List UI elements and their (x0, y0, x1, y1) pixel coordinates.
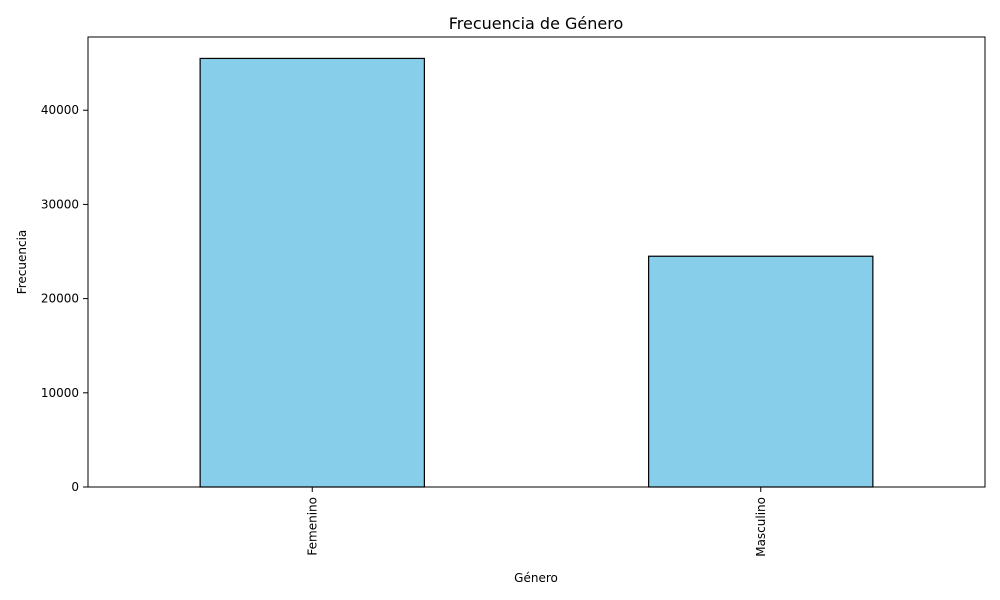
bar-masculino (648, 255, 874, 488)
x-ticks-layer: Femenino Masculino (305, 487, 768, 557)
y-tick-label: 10000 (41, 386, 79, 400)
y-tick-label: 20000 (41, 292, 79, 306)
plot-frame (87, 36, 986, 488)
y-axis-label: Frecuencia (15, 230, 29, 295)
y-ticks-layer: 0 10000 20000 30000 40000 (41, 103, 88, 494)
chart-title: Frecuencia de Género (449, 14, 624, 33)
bar-femenino (199, 57, 425, 488)
x-axis-label: Género (514, 571, 558, 585)
y-tick-label: 40000 (41, 103, 79, 117)
x-tick-label: Femenino (305, 497, 319, 556)
y-tick-label: 30000 (41, 197, 79, 211)
x-tick-label: Masculino (754, 497, 768, 557)
bars-layer (199, 57, 874, 488)
y-tick-label: 0 (71, 480, 79, 494)
